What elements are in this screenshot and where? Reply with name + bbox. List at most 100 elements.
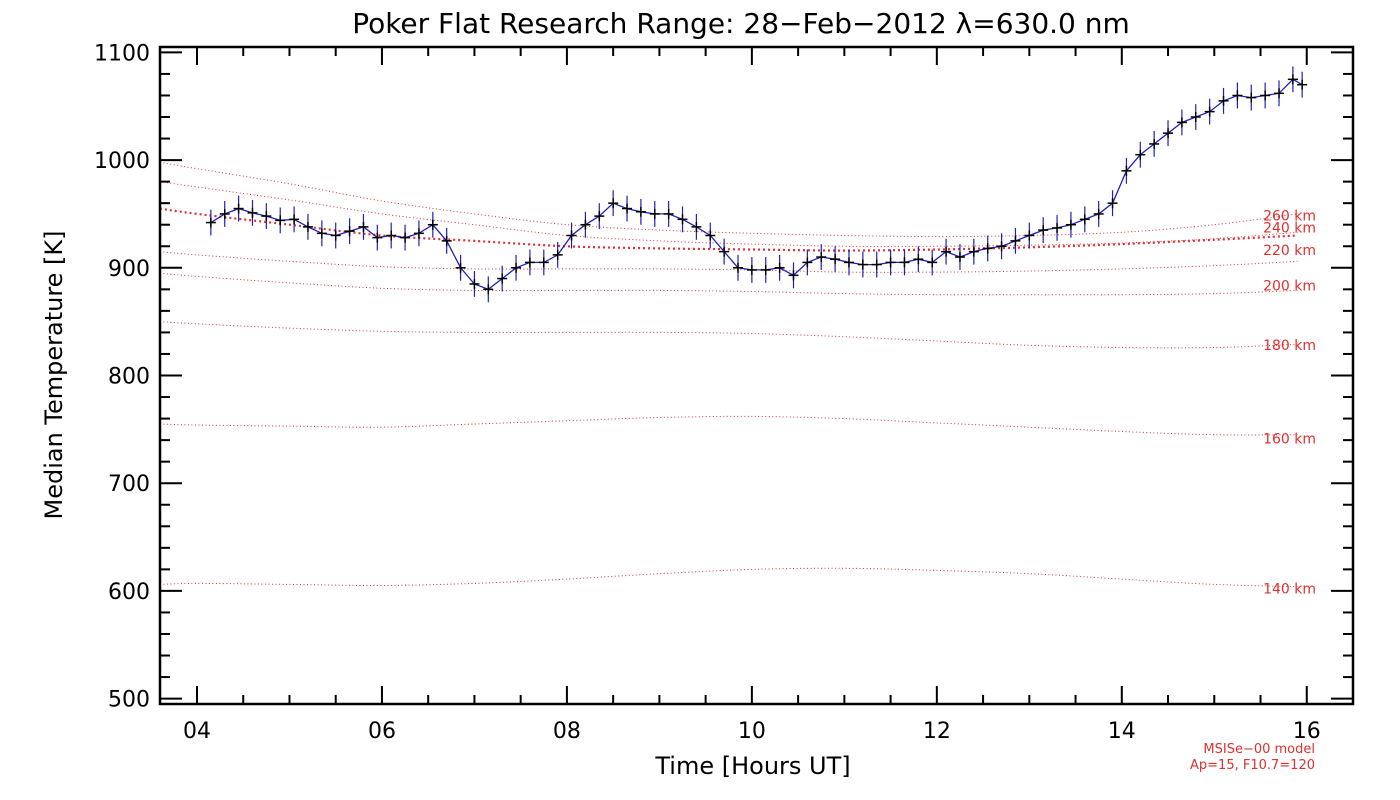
data-point xyxy=(733,262,744,273)
y-tick-label: 900 xyxy=(108,257,150,282)
data-point xyxy=(774,262,785,273)
data-point xyxy=(316,228,327,239)
axis-ticks xyxy=(160,47,1353,704)
data-point xyxy=(1010,235,1021,246)
model-altitude-label: 160 km xyxy=(1263,432,1316,448)
data-point xyxy=(996,241,1007,252)
data-point xyxy=(691,221,702,232)
x-tick-label: 06 xyxy=(368,719,396,744)
data-point xyxy=(1287,74,1298,85)
data-point xyxy=(511,262,522,273)
data-point xyxy=(1149,138,1160,149)
model-note: MSISe−00 model xyxy=(1203,742,1315,757)
data-point xyxy=(386,230,397,241)
model-altitude-label: 240 km xyxy=(1263,221,1316,237)
data-point xyxy=(1246,92,1257,103)
model-altitude-label: 220 km xyxy=(1263,243,1316,259)
data-point xyxy=(857,259,868,270)
data-point xyxy=(1204,106,1215,117)
data-point xyxy=(635,206,646,217)
data-point xyxy=(289,214,300,225)
data-point xyxy=(705,230,716,241)
model-curve-2 xyxy=(159,415,1298,436)
data-point xyxy=(566,230,577,241)
data-point xyxy=(275,215,286,226)
y-tick-label: 1100 xyxy=(94,41,150,66)
data-point xyxy=(344,226,355,237)
model-altitude-label: 140 km xyxy=(1263,581,1316,597)
model-params-note: Ap=15, F10.7=120 xyxy=(1190,758,1315,773)
x-tick-label: 14 xyxy=(1108,719,1136,744)
data-point xyxy=(608,198,619,209)
data-point xyxy=(1297,79,1308,90)
model-curve-4 xyxy=(159,272,1298,296)
data-point xyxy=(441,235,452,246)
y-tick-label: 500 xyxy=(108,688,150,713)
data-point xyxy=(1190,112,1201,123)
data-point xyxy=(760,264,771,275)
model-altitude-label: 200 km xyxy=(1263,279,1316,295)
data-point xyxy=(788,270,799,281)
data-point xyxy=(1107,198,1118,209)
y-tick-label: 600 xyxy=(108,580,150,605)
data-point xyxy=(524,257,535,268)
x-tick-label: 16 xyxy=(1293,719,1321,744)
data-point xyxy=(413,228,424,239)
data-point xyxy=(372,232,383,243)
observed-line xyxy=(210,78,1303,291)
data-point xyxy=(871,259,882,270)
data-point xyxy=(622,203,633,214)
x-tick-label: 04 xyxy=(183,719,211,744)
data-point xyxy=(469,278,480,289)
model-altitude-label: 180 km xyxy=(1263,338,1316,354)
model-altitude-label: 260 km xyxy=(1263,209,1316,225)
y-tick-label: 800 xyxy=(108,365,150,390)
x-tick-label: 08 xyxy=(553,719,581,744)
data-point xyxy=(830,254,841,265)
data-point xyxy=(1218,95,1229,106)
data-point xyxy=(913,254,924,265)
data-point xyxy=(746,264,757,275)
model-altitude-labels: 140 km 160 km 180 km 200 km 220 km 240 km260 … xyxy=(1263,209,1316,598)
y-axis-label: Median Temperature [K] xyxy=(40,230,68,519)
y-tick-labels: 500 600 700 800 900 1000 1100 xyxy=(94,41,150,712)
plot-frame xyxy=(158,45,1355,706)
data-point xyxy=(1065,219,1076,230)
data-point xyxy=(552,249,563,260)
data-point xyxy=(358,221,369,232)
data-point xyxy=(1121,165,1132,176)
data-point xyxy=(1093,208,1104,219)
data-point xyxy=(247,207,258,218)
data-point xyxy=(483,284,494,295)
data-point xyxy=(1274,88,1285,99)
data-point xyxy=(261,211,272,222)
data-point xyxy=(580,219,591,230)
data-point xyxy=(400,232,411,243)
data-point xyxy=(816,252,827,263)
model-curve-3 xyxy=(159,321,1298,349)
data-point xyxy=(982,243,993,254)
data-point xyxy=(233,203,244,214)
data-point xyxy=(1232,90,1243,101)
data-point xyxy=(649,208,660,219)
x-tick-labels: 04 06 08 10 12 14 16 xyxy=(183,719,1321,744)
data-point xyxy=(1052,222,1063,233)
data-point xyxy=(954,252,965,263)
data-point xyxy=(1079,214,1090,225)
observed-temperature-series xyxy=(205,66,1308,303)
data-point xyxy=(1163,128,1174,139)
data-point xyxy=(885,257,896,268)
model-curve-6 xyxy=(159,207,1298,252)
model-curves xyxy=(159,161,1298,588)
data-point xyxy=(302,221,313,232)
data-point xyxy=(677,214,688,225)
model-curve-1 xyxy=(159,567,1298,588)
data-point xyxy=(843,257,854,268)
data-point xyxy=(719,246,730,257)
x-tick-label: 12 xyxy=(923,719,951,744)
data-point xyxy=(968,246,979,257)
data-point xyxy=(455,262,466,273)
x-axis-label: Time [Hours UT] xyxy=(654,752,850,780)
data-point xyxy=(802,257,813,268)
